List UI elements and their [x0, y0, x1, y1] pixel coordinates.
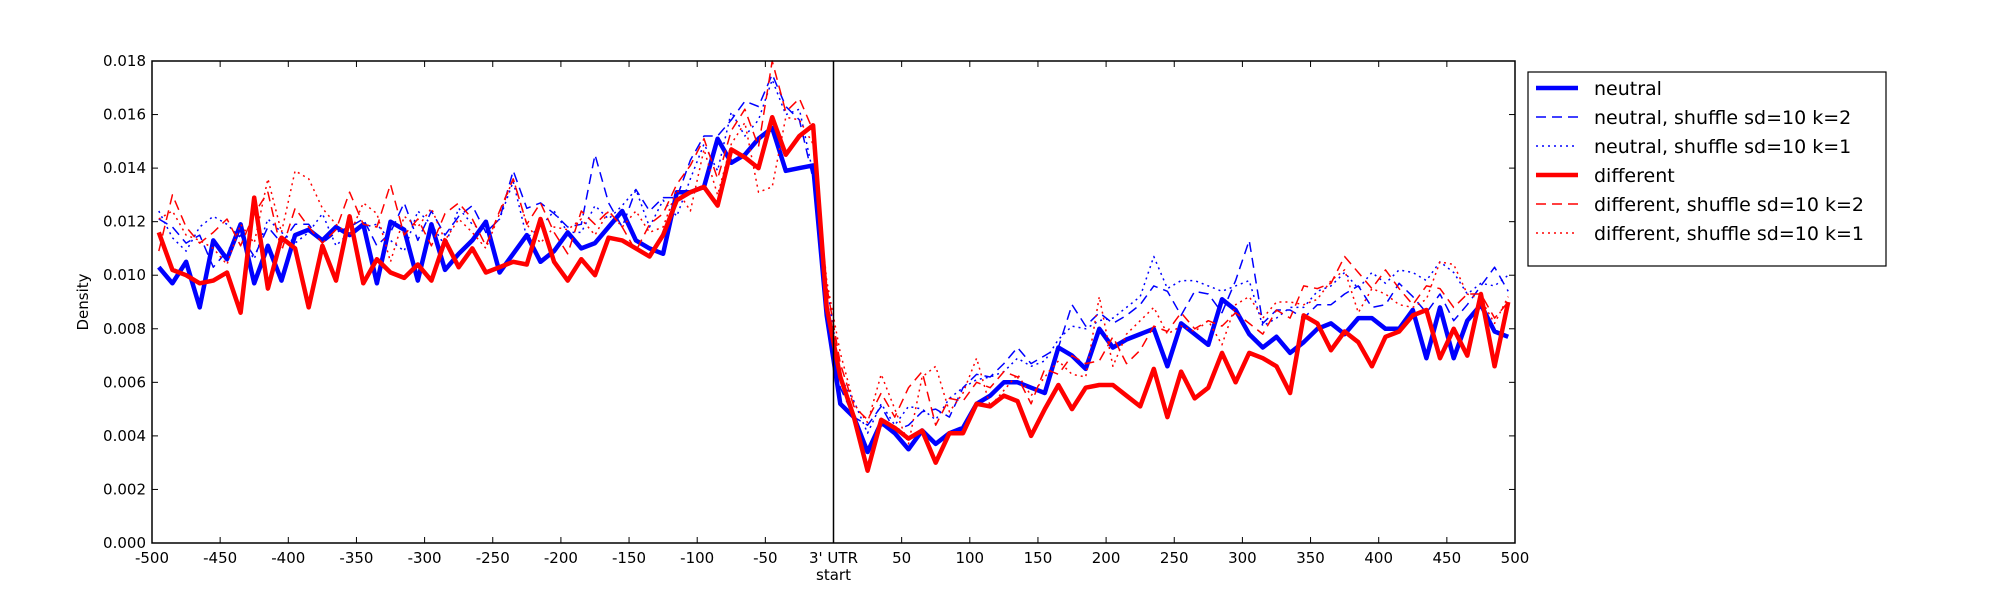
x-tick-label: -200	[544, 549, 578, 567]
legend: neutral neutral, shuffle sd=10 k=2 neutral…	[1527, 71, 1887, 267]
legend-label-1: neutral, shuffle sd=10 k=2	[1594, 107, 1851, 129]
x-tick-label: -100	[680, 549, 714, 567]
legend-label-3: different	[1594, 165, 1675, 187]
y-axis-label: Density	[74, 273, 92, 330]
legend-label-5: different, shuffle sd=10 k=1	[1594, 223, 1864, 245]
x-tick-label: 100	[955, 549, 984, 567]
x-tick-label: 250	[1160, 549, 1189, 567]
x-tick-label: -50	[753, 549, 778, 567]
y-tick-label: 0.004	[103, 427, 146, 445]
y-tick-label: 0.016	[103, 106, 146, 124]
x-tick-label: -250	[476, 549, 510, 567]
legend-label-2: neutral, shuffle sd=10 k=1	[1594, 136, 1851, 158]
y-tick-label: 0.010	[103, 266, 146, 284]
x-tick-label: 200	[1092, 549, 1121, 567]
x-tick-label: -300	[408, 549, 442, 567]
x-tick-sublabel: start	[816, 566, 851, 584]
y-tick-label: 0.018	[103, 52, 146, 70]
series-line-2	[158, 78, 1509, 434]
y-tick-label: 0.002	[103, 480, 146, 498]
x-tick-label: 300	[1228, 549, 1257, 567]
y-tick-label: 0.008	[103, 320, 146, 338]
x-tick-label: 350	[1296, 549, 1325, 567]
x-tick-label: 3' UTR	[809, 549, 858, 567]
x-tick-label: -500	[135, 549, 169, 567]
legend-label-4: different, shuffle sd=10 k=2	[1594, 194, 1864, 216]
x-tick-label: 50	[892, 549, 911, 567]
legend-box	[1527, 71, 1887, 267]
x-tick-label: 400	[1364, 549, 1393, 567]
x-tick-label: -400	[271, 549, 305, 567]
y-tick-label: 0.006	[103, 373, 146, 391]
x-tick-label: 500	[1501, 549, 1530, 567]
y-tick-label: 0.000	[103, 534, 146, 552]
x-tick-label: 150	[1024, 549, 1053, 567]
x-tick-label: 450	[1433, 549, 1462, 567]
legend-label-0: neutral	[1594, 78, 1662, 100]
x-tick-label: -450	[203, 549, 237, 567]
y-tick-label: 0.014	[103, 159, 146, 177]
y-tick-label: 0.012	[103, 213, 146, 231]
x-tick-label: -150	[612, 549, 646, 567]
axis-ticks: -500 -450 -400 -350 -300 -250 -200 -150 -100 -50 3…	[103, 52, 1529, 584]
x-tick-label: -350	[339, 549, 373, 567]
